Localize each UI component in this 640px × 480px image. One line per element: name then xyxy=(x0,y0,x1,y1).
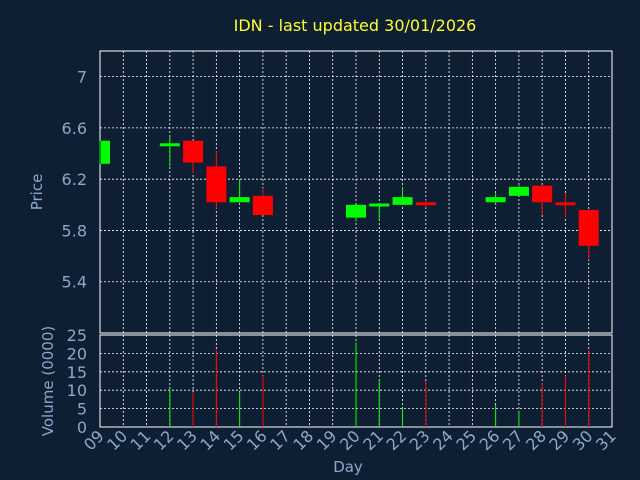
volume-tick-label: 25 xyxy=(67,326,87,345)
candle-body xyxy=(346,204,366,218)
candle-body xyxy=(392,197,413,205)
price-axis-label: Price xyxy=(28,174,46,211)
candle-body xyxy=(578,209,599,246)
volume-tick-label: 0 xyxy=(77,418,87,437)
price-tick-label: 6.6 xyxy=(62,119,87,138)
volume-tick-label: 10 xyxy=(67,381,87,400)
price-panel: 5.4 5.8 6.2 6.6 7 xyxy=(62,50,613,334)
price-tick-label: 6.2 xyxy=(62,170,87,189)
candle-body xyxy=(101,140,110,164)
chart-title: IDN - last updated 30/01/2026 xyxy=(234,16,477,35)
candle-body xyxy=(206,166,227,203)
volume-panel: 0510152025091011121314151617181920212223… xyxy=(67,326,620,454)
candle-body xyxy=(485,197,506,203)
price-tick-label: 7 xyxy=(77,68,87,87)
x-tick-label: 31 xyxy=(592,426,620,454)
x-axis-label: Day xyxy=(333,458,363,476)
candle-body xyxy=(159,143,180,147)
price-tick-label: 5.4 xyxy=(62,273,87,292)
candle-body xyxy=(229,197,250,203)
volume-tick-label: 15 xyxy=(67,363,87,382)
volume-axis-label: Volume (0000) xyxy=(39,326,57,436)
candle-body xyxy=(183,140,204,163)
candle-body xyxy=(555,202,576,206)
candle-body xyxy=(508,186,529,196)
price-tick-label: 5.8 xyxy=(62,221,87,240)
volume-tick-label: 5 xyxy=(77,400,87,419)
candle-body xyxy=(252,195,273,216)
candle-body xyxy=(369,203,390,207)
candle-body xyxy=(415,202,436,206)
volume-tick-label: 20 xyxy=(67,344,87,363)
candle-body xyxy=(532,185,553,203)
